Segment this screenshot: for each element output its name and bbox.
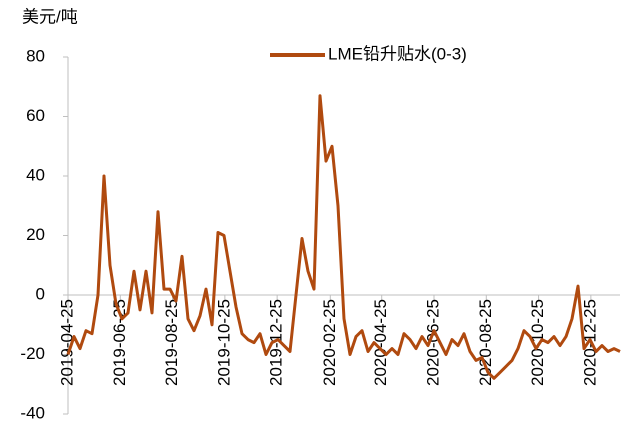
x-tick-label: 2019-10-25	[214, 299, 233, 386]
y-tick-label: 60	[26, 106, 45, 125]
x-tick-label: 2020-10-25	[528, 299, 547, 386]
y-tick-label: 20	[26, 225, 45, 244]
legend-label: LME铅升贴水(0-3)	[328, 44, 467, 63]
y-tick-label: 40	[26, 165, 45, 184]
y-axis-label: 美元/吨	[22, 7, 78, 26]
x-tick-label: 2020-02-25	[320, 299, 339, 386]
x-tick-label: 2019-12-25	[267, 299, 286, 386]
y-tick-label: -40	[20, 403, 45, 422]
y-tick-label: 0	[36, 284, 45, 303]
x-tick-label: 2019-04-25	[57, 299, 76, 386]
x-tick-label: 2020-06-25	[423, 299, 442, 386]
data-line	[66, 94, 621, 380]
y-tick-label: -20	[20, 344, 45, 363]
x-tick-label: 2019-06-25	[110, 299, 129, 386]
x-tick-label: 2020-08-25	[476, 299, 495, 386]
y-tick-label: 80	[26, 46, 45, 65]
x-tick-label: 2019-08-25	[162, 299, 181, 386]
x-tick-label: 2020-04-25	[371, 299, 390, 386]
